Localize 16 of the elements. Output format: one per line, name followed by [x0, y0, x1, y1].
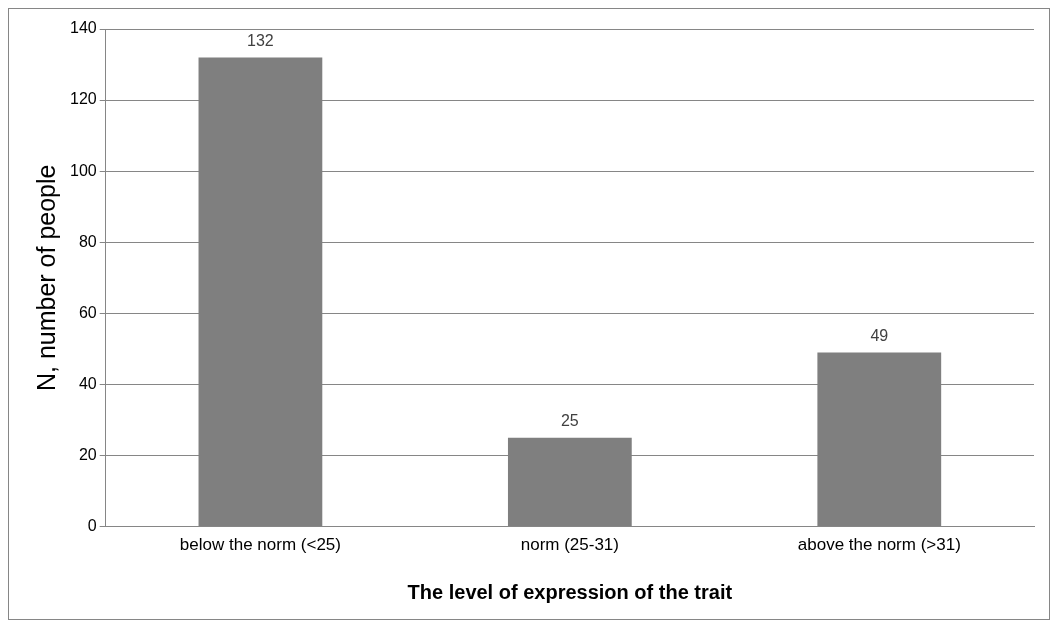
y-tick-label: 100: [69, 161, 97, 179]
data-label: 132: [247, 31, 274, 49]
x-tick-label: above the norm (>31): [797, 535, 961, 555]
y-tick-label: 60: [78, 303, 97, 321]
x-tick-label: norm (25-31): [520, 535, 619, 555]
y-tick-label: 120: [69, 90, 97, 108]
data-label: 25: [560, 412, 579, 430]
y-tick-label: 20: [78, 445, 97, 463]
x-tick-label: below the norm (<25): [179, 535, 341, 555]
y-tick-label: 80: [78, 232, 97, 250]
y-axis-title: N, number of people: [31, 164, 60, 392]
y-tick-label: 140: [69, 19, 97, 37]
y-tick-label: 0: [87, 517, 97, 535]
y-tick-label: 40: [78, 374, 97, 392]
x-axis-title: The level of expression of the trait: [407, 580, 733, 603]
data-label: 49: [870, 326, 889, 344]
